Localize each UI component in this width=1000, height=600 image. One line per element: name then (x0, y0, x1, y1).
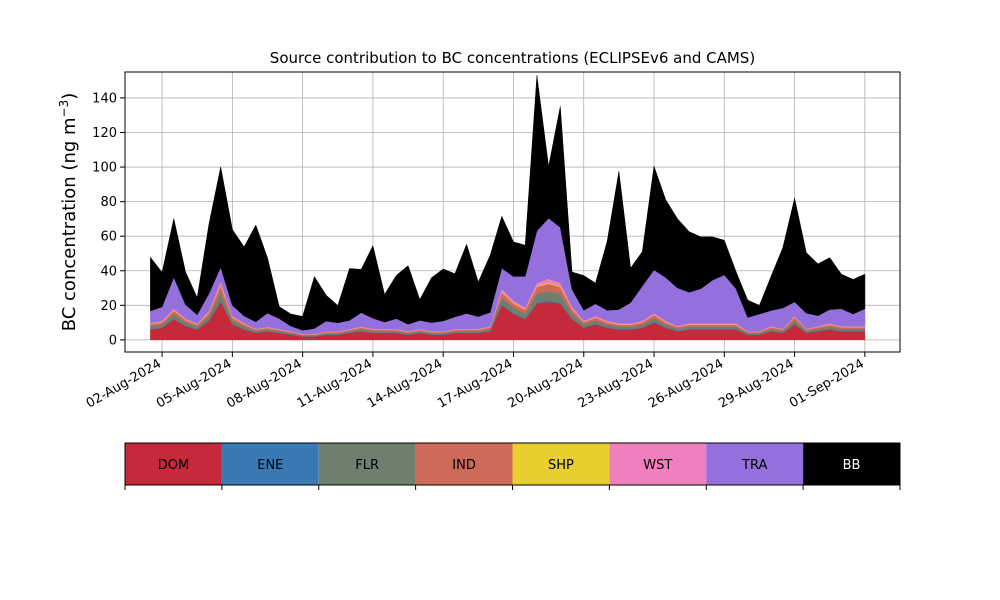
y-tick-label: 0 (109, 333, 117, 348)
plot-frame (124, 71, 901, 353)
legend-swatch-dom (125, 443, 222, 485)
y-tick-label: 60 (100, 230, 117, 245)
stacked-areas (150, 75, 866, 341)
legend: DOM ENE FLR IND SHP WST TRA BB (124, 442, 901, 490)
y-axis-ticks: 0 20 40 60 80 100 120 140 (92, 91, 125, 348)
x-tick-label: 14-Aug-2024 (365, 356, 445, 411)
y-axis-label-exponent: −3 (57, 100, 71, 118)
legend-label-dom: DOM (158, 458, 189, 473)
x-axis-ticks: 02-Aug-202405-Aug-202408-Aug-202411-Aug-… (84, 352, 867, 412)
legend-swatch-flr (318, 443, 416, 485)
x-tick-label: 08-Aug-2024 (224, 356, 304, 411)
y-axis-label-close: ) (59, 93, 80, 100)
legend-swatch-ind (415, 443, 513, 485)
legend-swatch-wst (609, 443, 707, 485)
chart-title: Source contribution to BC concentrations… (270, 49, 755, 67)
x-tick-label: 11-Aug-2024 (295, 356, 375, 411)
legend-swatch-bb (803, 443, 900, 485)
legend-swatch-ene (221, 443, 319, 485)
y-axis-label-main: BC concentration (ng m (59, 117, 80, 331)
legend-label-ene: ENE (257, 458, 283, 473)
legend-label-tra: TRA (741, 458, 767, 473)
legend-swatch-shp (512, 443, 610, 485)
legend-label-flr: FLR (355, 458, 379, 473)
y-tick-label: 140 (92, 91, 117, 106)
legend-label-bb: BB (843, 458, 861, 473)
x-tick-label: 26-Aug-2024 (646, 356, 726, 411)
y-tick-label: 100 (92, 161, 117, 176)
x-tick-label: 02-Aug-2024 (84, 356, 164, 411)
x-tick-label: 01-Sep-2024 (787, 356, 867, 411)
y-tick-label: 20 (100, 299, 117, 314)
y-tick-label: 40 (100, 264, 117, 279)
legend-swatch-tra (706, 443, 804, 485)
x-tick-label: 20-Aug-2024 (505, 356, 585, 411)
legend-label-ind: IND (452, 458, 476, 473)
x-tick-label: 05-Aug-2024 (154, 356, 234, 411)
y-tick-label: 80 (100, 195, 117, 210)
x-tick-label: 17-Aug-2024 (435, 356, 515, 411)
legend-label-wst: WST (643, 458, 672, 473)
y-tick-label: 120 (92, 126, 117, 141)
x-tick-label: 29-Aug-2024 (716, 356, 796, 411)
legend-label-shp: SHP (548, 458, 574, 473)
y-axis-label: BC concentration (ng m−3) (57, 93, 80, 332)
area-series-bb (150, 75, 866, 331)
x-tick-label: 23-Aug-2024 (576, 356, 656, 411)
